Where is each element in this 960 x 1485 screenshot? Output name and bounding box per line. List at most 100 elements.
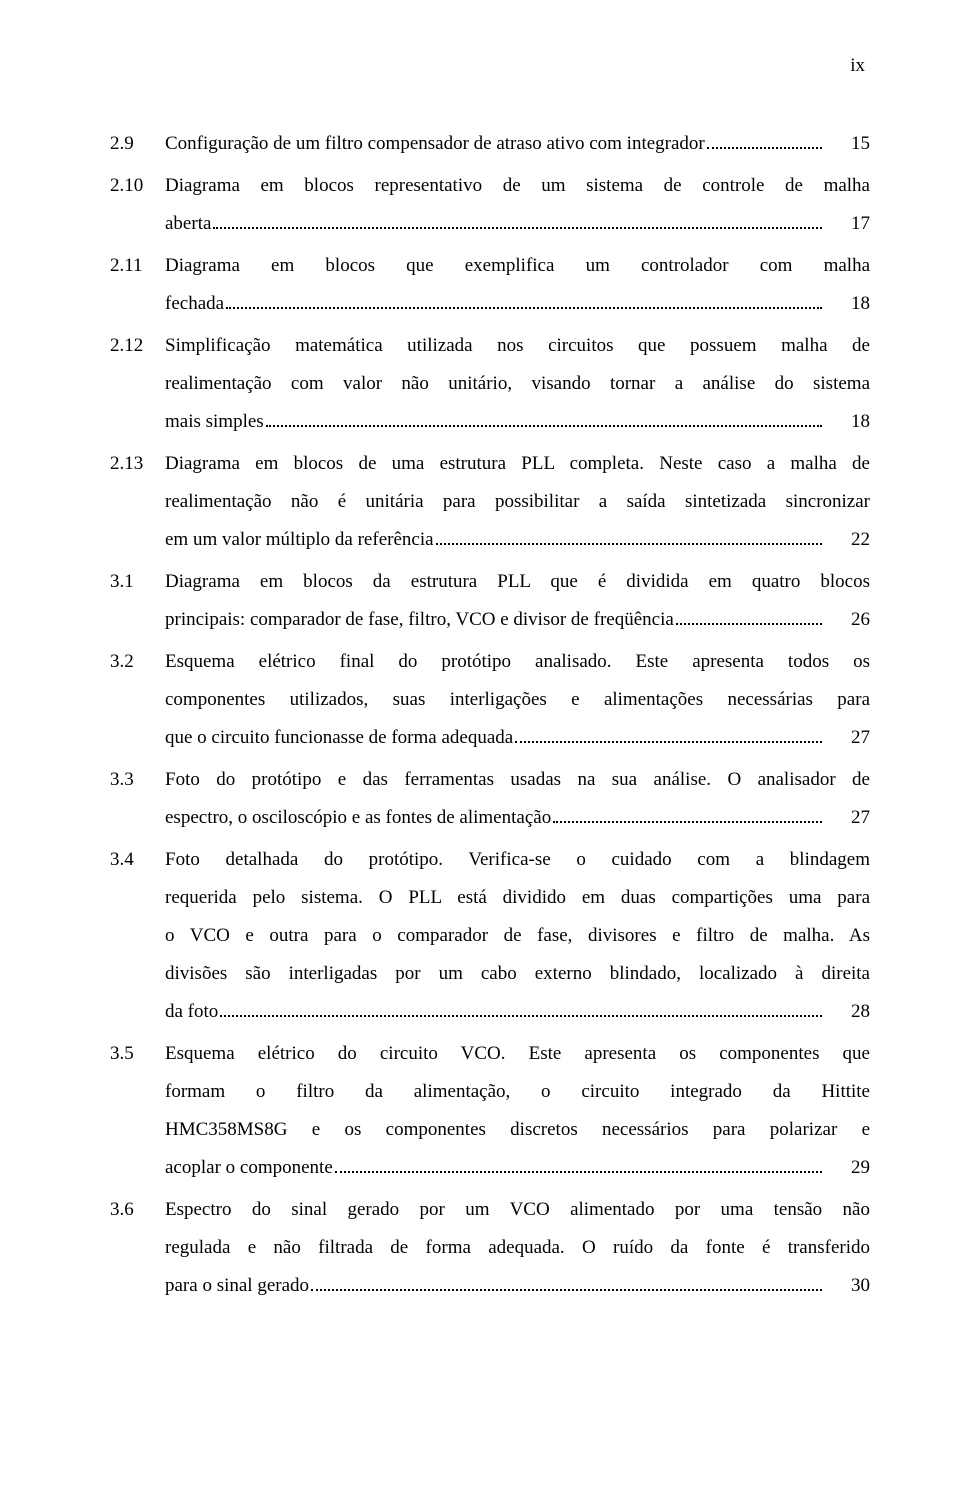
entry-line: Espectro do sinal gerado por um VCO alim… bbox=[165, 1191, 870, 1229]
entry-body: Diagrama em blocos de uma estrutura PLL … bbox=[165, 445, 870, 559]
entry-body: Configuração de um filtro compensador de… bbox=[165, 125, 870, 163]
entry-body: Foto detalhada do protótipo. Verifica-se… bbox=[165, 841, 870, 1031]
entry-page-spacer bbox=[882, 879, 916, 917]
entry-text: formam o filtro da alimentação, o circui… bbox=[165, 1073, 870, 1111]
entry-page-spacer bbox=[882, 761, 916, 799]
entry-number: 2.11 bbox=[110, 247, 165, 285]
entry-line: Esquema elétrico do circuito VCO. Este a… bbox=[165, 1035, 870, 1073]
entry-page-spacer bbox=[882, 681, 916, 719]
entry-page: 30 bbox=[836, 1267, 870, 1305]
leader-dots bbox=[436, 543, 822, 545]
entry-text: requerida pelo sistema. O PLL está divid… bbox=[165, 879, 870, 917]
entry-text: divisões são interligadas por um cabo ex… bbox=[165, 955, 870, 993]
entry-body: Espectro do sinal gerado por um VCO alim… bbox=[165, 1191, 870, 1305]
entry-page: 27 bbox=[836, 719, 870, 757]
toc-entry: 3.2Esquema elétrico final do protótipo a… bbox=[110, 643, 870, 757]
entry-line: em um valor múltiplo da referência 22 bbox=[165, 521, 870, 559]
entry-text: Foto detalhada do protótipo. Verifica-se… bbox=[165, 841, 870, 879]
entry-body: Simplificação matemática utilizada nos c… bbox=[165, 327, 870, 441]
entry-text: principais: comparador de fase, filtro, … bbox=[165, 601, 674, 639]
toc-entry: 2.13Diagrama em blocos de uma estrutura … bbox=[110, 445, 870, 559]
leader-dots bbox=[266, 425, 822, 427]
entry-number: 2.12 bbox=[110, 327, 165, 365]
entry-text: Simplificação matemática utilizada nos c… bbox=[165, 327, 870, 365]
entry-number: 2.13 bbox=[110, 445, 165, 483]
page-number: ix bbox=[850, 55, 865, 77]
entry-number: 3.2 bbox=[110, 643, 165, 681]
toc-entry: 2.11Diagrama em blocos que exemplifica u… bbox=[110, 247, 870, 323]
entry-page-spacer bbox=[882, 483, 916, 521]
entry-text: Diagrama em blocos de uma estrutura PLL … bbox=[165, 445, 870, 483]
entry-page: 26 bbox=[836, 601, 870, 639]
leader-dots bbox=[707, 147, 822, 149]
entry-text: realimentação não é unitária para possib… bbox=[165, 483, 870, 521]
entry-text: acoplar o componente bbox=[165, 1149, 333, 1187]
entry-line: principais: comparador de fase, filtro, … bbox=[165, 601, 870, 639]
entry-line: Diagrama em blocos de uma estrutura PLL … bbox=[165, 445, 870, 483]
entry-text: HMC358MS8G e os componentes discretos ne… bbox=[165, 1111, 870, 1149]
entry-line: formam o filtro da alimentação, o circui… bbox=[165, 1073, 870, 1111]
entry-line: aberta 17 bbox=[165, 205, 870, 243]
entry-line: requerida pelo sistema. O PLL está divid… bbox=[165, 879, 870, 917]
entry-text: Foto do protótipo e das ferramentas usad… bbox=[165, 761, 870, 799]
leader-dots bbox=[676, 623, 822, 625]
entry-text: Esquema elétrico do circuito VCO. Este a… bbox=[165, 1035, 870, 1073]
entry-number: 3.3 bbox=[110, 761, 165, 799]
entry-page-spacer bbox=[882, 445, 916, 483]
entry-text: Diagrama em blocos representativo de um … bbox=[165, 167, 870, 205]
entry-text: aberta bbox=[165, 205, 211, 243]
entry-body: Foto do protótipo e das ferramentas usad… bbox=[165, 761, 870, 837]
entry-line: o VCO e outra para o comparador de fase,… bbox=[165, 917, 870, 955]
entry-text: Diagrama em blocos da estrutura PLL que … bbox=[165, 563, 870, 601]
entry-page-spacer bbox=[882, 167, 916, 205]
leader-dots bbox=[311, 1289, 822, 1291]
entry-page: 15 bbox=[836, 125, 870, 163]
leader-dots bbox=[335, 1171, 822, 1173]
toc-entry: 2.9Configuração de um filtro compensador… bbox=[110, 125, 870, 163]
entry-page-spacer bbox=[882, 955, 916, 993]
entry-number: 3.5 bbox=[110, 1035, 165, 1073]
entry-page-spacer bbox=[882, 327, 916, 365]
entry-text: mais simples bbox=[165, 403, 264, 441]
entry-page-spacer bbox=[882, 365, 916, 403]
entry-page-spacer bbox=[882, 643, 916, 681]
leader-dots bbox=[515, 741, 822, 743]
entry-page: 18 bbox=[836, 285, 870, 323]
toc-entry: 2.10Diagrama em blocos representativo de… bbox=[110, 167, 870, 243]
entry-line: Simplificação matemática utilizada nos c… bbox=[165, 327, 870, 365]
entry-line: divisões são interligadas por um cabo ex… bbox=[165, 955, 870, 993]
entry-text: espectro, o osciloscópio e as fontes de … bbox=[165, 799, 551, 837]
entry-line: HMC358MS8G e os componentes discretos ne… bbox=[165, 1111, 870, 1149]
entry-body: Esquema elétrico final do protótipo anal… bbox=[165, 643, 870, 757]
toc-entry: 3.1Diagrama em blocos da estrutura PLL q… bbox=[110, 563, 870, 639]
entry-line: Diagrama em blocos que exemplifica um co… bbox=[165, 247, 870, 285]
entry-page-spacer bbox=[882, 841, 916, 879]
entry-line: regulada e não filtrada de forma adequad… bbox=[165, 1229, 870, 1267]
entry-text: componentes utilizados, suas interligaçõ… bbox=[165, 681, 870, 719]
entry-page-spacer bbox=[882, 1035, 916, 1073]
entry-line: que o circuito funcionasse de forma adeq… bbox=[165, 719, 870, 757]
entry-line: mais simples 18 bbox=[165, 403, 870, 441]
entry-text: Esquema elétrico final do protótipo anal… bbox=[165, 643, 870, 681]
entry-line: realimentação não é unitária para possib… bbox=[165, 483, 870, 521]
leader-dots bbox=[553, 821, 822, 823]
entry-line: Diagrama em blocos representativo de um … bbox=[165, 167, 870, 205]
entry-text: realimentação com valor não unitário, vi… bbox=[165, 365, 870, 403]
entry-line: Diagrama em blocos da estrutura PLL que … bbox=[165, 563, 870, 601]
entry-page: 27 bbox=[836, 799, 870, 837]
toc-entry: 2.12Simplificação matemática utilizada n… bbox=[110, 327, 870, 441]
toc-entry: 3.3Foto do protótipo e das ferramentas u… bbox=[110, 761, 870, 837]
entry-body: Esquema elétrico do circuito VCO. Este a… bbox=[165, 1035, 870, 1187]
entry-line: acoplar o componente29 bbox=[165, 1149, 870, 1187]
entry-page: 22 bbox=[836, 521, 870, 559]
entry-page-spacer bbox=[882, 247, 916, 285]
entry-number: 2.9 bbox=[110, 125, 165, 163]
entry-page-spacer bbox=[882, 917, 916, 955]
leader-dots bbox=[226, 307, 822, 309]
entry-page: 18 bbox=[836, 403, 870, 441]
toc-entry: 3.5Esquema elétrico do circuito VCO. Est… bbox=[110, 1035, 870, 1187]
entry-text: que o circuito funcionasse de forma adeq… bbox=[165, 719, 513, 757]
entry-text: em um valor múltiplo da referência bbox=[165, 521, 434, 559]
entry-line: Foto do protótipo e das ferramentas usad… bbox=[165, 761, 870, 799]
entry-page: 17 bbox=[836, 205, 870, 243]
